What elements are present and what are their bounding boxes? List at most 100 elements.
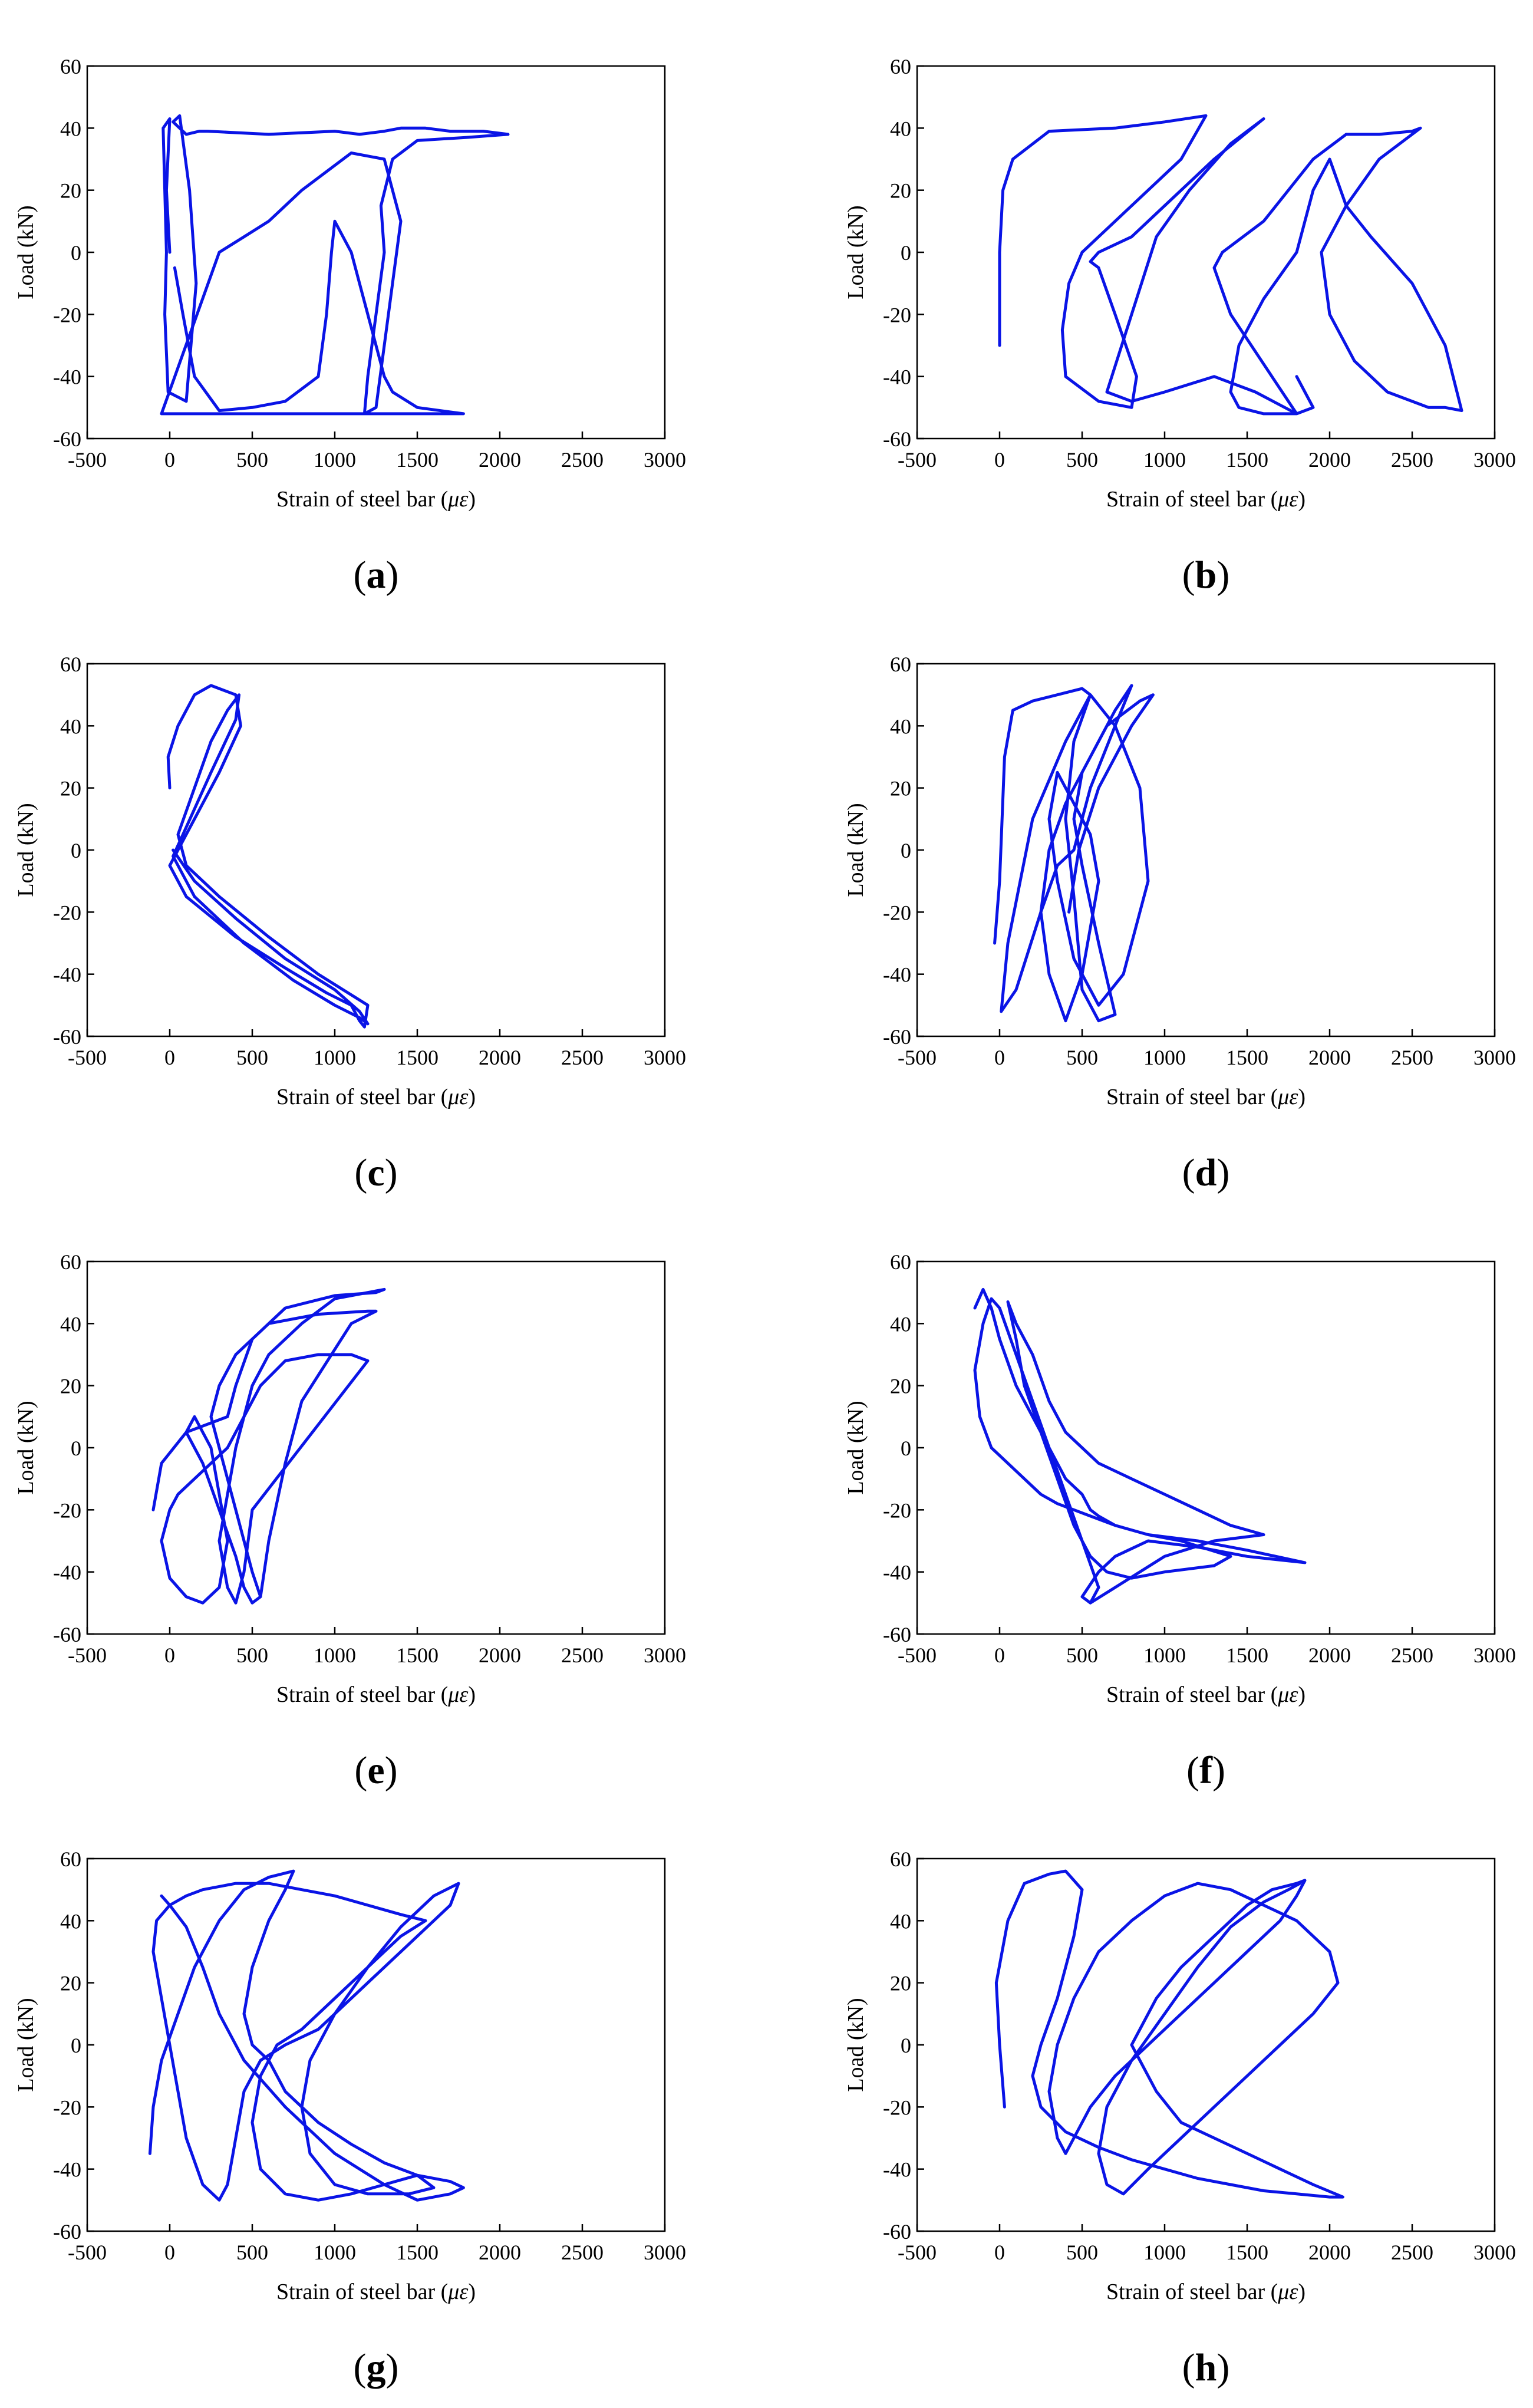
- y-tick-label: 20: [60, 777, 81, 801]
- y-tick-label: -20: [53, 303, 81, 327]
- x-tick-label: 0: [994, 1046, 1005, 1069]
- x-tick-label: 1500: [1226, 448, 1268, 472]
- y-tick-label: -20: [53, 2096, 81, 2119]
- y-tick-label: -20: [883, 901, 911, 924]
- x-tick-label: 2000: [479, 448, 521, 472]
- panel-caption-b: (b): [1182, 554, 1230, 597]
- x-tick-label: 3000: [1473, 2241, 1516, 2264]
- y-tick-label: 40: [890, 1909, 911, 1933]
- y-tick-label: 0: [71, 2034, 81, 2057]
- x-axis-label: Strain of steel bar (με): [276, 1682, 476, 1707]
- x-tick-label: 1500: [396, 1643, 439, 1667]
- x-tick-label: 3000: [1473, 448, 1516, 472]
- y-tick-label: 60: [890, 653, 911, 676]
- y-tick-label: -60: [883, 2220, 911, 2244]
- y-tick-label: -60: [53, 427, 81, 451]
- x-tick-label: -500: [68, 2241, 107, 2264]
- y-axis-label: Load (kN): [14, 803, 38, 897]
- y-tick-label: -40: [53, 963, 81, 987]
- x-axis-label: Strain of steel bar (με): [1106, 1682, 1305, 1707]
- y-tick-label: 60: [890, 55, 911, 78]
- y-tick-label: 20: [60, 1972, 81, 1995]
- y-tick-label: -40: [883, 1561, 911, 1585]
- chart-panel-c: -500 0 500 1000 1500 2000 2500 3000 -60 -40 -20 0 20…: [14, 653, 686, 1194]
- chart-panel-e: -500 0 500 1000 1500 2000 2500 3000 -60 -40 -20 0 20…: [14, 1250, 686, 1792]
- series-line-g-0: [148, 1869, 465, 2202]
- x-tick-label: 0: [164, 2241, 175, 2264]
- y-axis-label: Load (kN): [843, 1998, 868, 2091]
- y-axis-label: Load (kN): [843, 1401, 868, 1494]
- x-tick-label: 500: [236, 2241, 268, 2264]
- x-tick-label: 1500: [1226, 2241, 1268, 2264]
- y-tick-label: -60: [883, 1025, 911, 1049]
- x-tick-label: 2500: [1391, 1046, 1433, 1069]
- y-tick-label: -60: [53, 2220, 81, 2244]
- panel-caption-d: (d): [1182, 1151, 1230, 1194]
- x-tick-label: 2000: [1308, 1046, 1351, 1069]
- x-tick-label: 2000: [479, 2241, 521, 2264]
- x-tick-label: 500: [1066, 1046, 1098, 1069]
- y-axis-label: Load (kN): [14, 1998, 38, 2091]
- x-tick-label: 500: [236, 1046, 268, 1069]
- y-tick-label: -40: [883, 365, 911, 389]
- series-line-b-0: [998, 114, 1463, 416]
- y-tick-label: -40: [53, 2158, 81, 2182]
- x-axis-label: Strain of steel bar (με): [1106, 487, 1305, 512]
- x-axis-label: Strain of steel bar (με): [276, 2279, 476, 2304]
- x-tick-label: -500: [898, 448, 937, 472]
- x-tick-label: 500: [1066, 1643, 1098, 1667]
- y-tick-label: 0: [901, 839, 911, 862]
- x-tick-label: 3000: [644, 1046, 686, 1069]
- series-line-f-0: [973, 1287, 1307, 1605]
- panel-caption-e: (e): [354, 1749, 397, 1792]
- x-tick-label: 3000: [644, 2241, 686, 2264]
- x-axis-label: Strain of steel bar (με): [276, 1085, 476, 1109]
- panel-caption-g: (g): [354, 2346, 399, 2389]
- x-tick-label: 2500: [561, 2241, 604, 2264]
- y-tick-label: -40: [883, 2158, 911, 2182]
- y-tick-label: 20: [890, 179, 911, 203]
- y-tick-label: 0: [901, 1437, 911, 1460]
- x-tick-label: 1000: [1143, 1643, 1186, 1667]
- x-tick-label: 3000: [1473, 1643, 1516, 1667]
- chart-panel-h: -500 0 500 1000 1500 2000 2500 3000 -60 -40 -20 0 20…: [843, 1847, 1516, 2389]
- x-tick-label: 1500: [1226, 1643, 1268, 1667]
- y-tick-label: 0: [901, 2034, 911, 2057]
- y-tick-label: 60: [890, 1847, 911, 1871]
- y-axis-label: Load (kN): [843, 803, 868, 897]
- panel-caption-h: (h): [1182, 2346, 1230, 2389]
- chart-panel-g: -500 0 500 1000 1500 2000 2500 3000 -60 -40 -20 0 20…: [14, 1847, 686, 2389]
- y-tick-label: 0: [71, 1437, 81, 1460]
- x-tick-label: 1500: [1226, 1046, 1268, 1069]
- x-tick-label: 1500: [396, 448, 439, 472]
- x-tick-label: -500: [898, 2241, 937, 2264]
- x-tick-label: 0: [164, 448, 175, 472]
- x-axis-label: Strain of steel bar (με): [1106, 1085, 1305, 1109]
- x-tick-label: 2000: [1308, 448, 1351, 472]
- x-tick-label: 1000: [314, 1643, 356, 1667]
- x-tick-label: 3000: [1473, 1046, 1516, 1069]
- x-tick-label: 500: [1066, 2241, 1098, 2264]
- x-tick-label: 2500: [561, 1046, 604, 1069]
- y-tick-label: 20: [890, 777, 911, 801]
- y-tick-label: -40: [53, 1561, 81, 1585]
- y-tick-label: 20: [890, 1375, 911, 1398]
- chart-panel-a: -500 0 500 1000 1500 2000 2500 3000 -60 -40 -20 0 20…: [14, 55, 686, 597]
- x-tick-label: -500: [68, 1643, 107, 1667]
- panel-caption-c: (c): [354, 1151, 397, 1194]
- y-tick-label: 40: [890, 714, 911, 738]
- y-tick-label: -20: [883, 303, 911, 327]
- y-axis-label: Load (kN): [14, 1401, 38, 1494]
- y-tick-label: -20: [53, 901, 81, 924]
- panel-caption-a: (a): [354, 554, 399, 597]
- x-tick-label: 500: [236, 448, 268, 472]
- y-tick-label: 60: [60, 55, 81, 78]
- y-tick-label: 0: [71, 241, 81, 265]
- x-tick-label: -500: [898, 1046, 937, 1069]
- x-tick-label: 1000: [314, 448, 356, 472]
- x-tick-label: -500: [68, 1046, 107, 1069]
- x-axis-label: Strain of steel bar (με): [276, 487, 476, 512]
- y-tick-label: -20: [883, 2096, 911, 2119]
- x-tick-label: 0: [164, 1046, 175, 1069]
